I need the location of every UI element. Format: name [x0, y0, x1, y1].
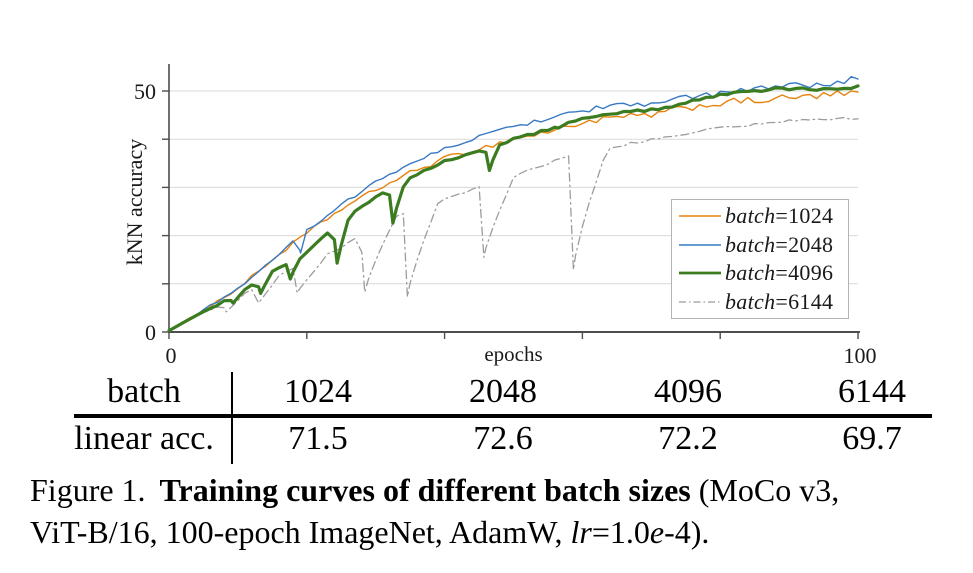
legend-item-batch-6144: batch=6144: [678, 288, 844, 316]
chart-legend: batch=1024 batch=2048 batch=4096 batch=6144: [671, 199, 849, 319]
legend-label: batch=2048: [725, 231, 834, 257]
caption-detail: ViT-B/16, 100-epoch ImageNet, AdamW,: [30, 514, 571, 550]
x-tick-label: 0: [166, 343, 177, 368]
caption-after-title: (MoCo v3,: [690, 472, 840, 508]
curve-batch-4096: [167, 84, 860, 333]
table-cell-linear-acc-6144: 69.7: [842, 419, 902, 457]
caption-e-italic: e: [649, 514, 665, 550]
table-cell-linear-acc-2048: 72.6: [473, 419, 533, 457]
table-row-label-linear-acc: linear acc.: [74, 419, 214, 457]
table-horizontal-rule: [74, 414, 932, 418]
legend-line-swatch: [679, 301, 721, 303]
table-vertical-rule: [231, 372, 233, 464]
legend-label: batch=1024: [725, 203, 834, 229]
caption-line-2: ViT-B/16, 100-epoch ImageNet, AdamW, lr=…: [30, 511, 965, 553]
curve-batch-6144: [168, 116, 859, 332]
training-curves-chart: 0 50 0 100 epochs kNN accuracy: [122, 64, 877, 368]
legend-item-batch-4096: batch=4096: [678, 259, 844, 287]
caption-figure-label: Figure 1.: [30, 472, 146, 508]
legend-line-swatch: [679, 215, 721, 217]
figure-caption: Figure 1. Training curves of different ba…: [30, 469, 965, 553]
table-header-row-label: batch: [107, 372, 181, 410]
caption-title-bold: Training curves of different batch sizes: [159, 472, 691, 508]
results-table: batch 1024 2048 4096 6144 linear acc. 71…: [70, 368, 970, 462]
caption-end: -4).: [664, 514, 710, 550]
legend-item-batch-2048: batch=2048: [678, 231, 844, 259]
y-tick-label: 0: [145, 320, 156, 345]
x-axis-title: epochs: [484, 342, 542, 366]
legend-label: batch=6144: [725, 288, 834, 314]
table-header-batch-4096: 4096: [654, 372, 722, 410]
legend-line-swatch: [679, 244, 721, 246]
caption-lr-value: =1.0: [591, 514, 650, 550]
y-tick-label: 50: [134, 79, 156, 104]
table-header-batch-6144: 6144: [838, 372, 906, 410]
caption-line-1: Figure 1. Training curves of different ba…: [30, 469, 965, 511]
curve-batch-2048: [168, 75, 859, 332]
table-cell-linear-acc-1024: 71.5: [288, 419, 348, 457]
y-axis-title: kNN accuracy: [122, 139, 147, 265]
caption-lr-italic: lr: [570, 514, 592, 550]
legend-label: batch=4096: [725, 260, 834, 286]
table-header-batch-1024: 1024: [284, 372, 352, 410]
x-tick-label: 100: [844, 343, 877, 368]
table-header-batch-2048: 2048: [469, 372, 537, 410]
legend-item-batch-1024: batch=1024: [678, 202, 844, 230]
table-cell-linear-acc-4096: 72.2: [658, 419, 718, 457]
legend-line-swatch: [679, 271, 721, 275]
